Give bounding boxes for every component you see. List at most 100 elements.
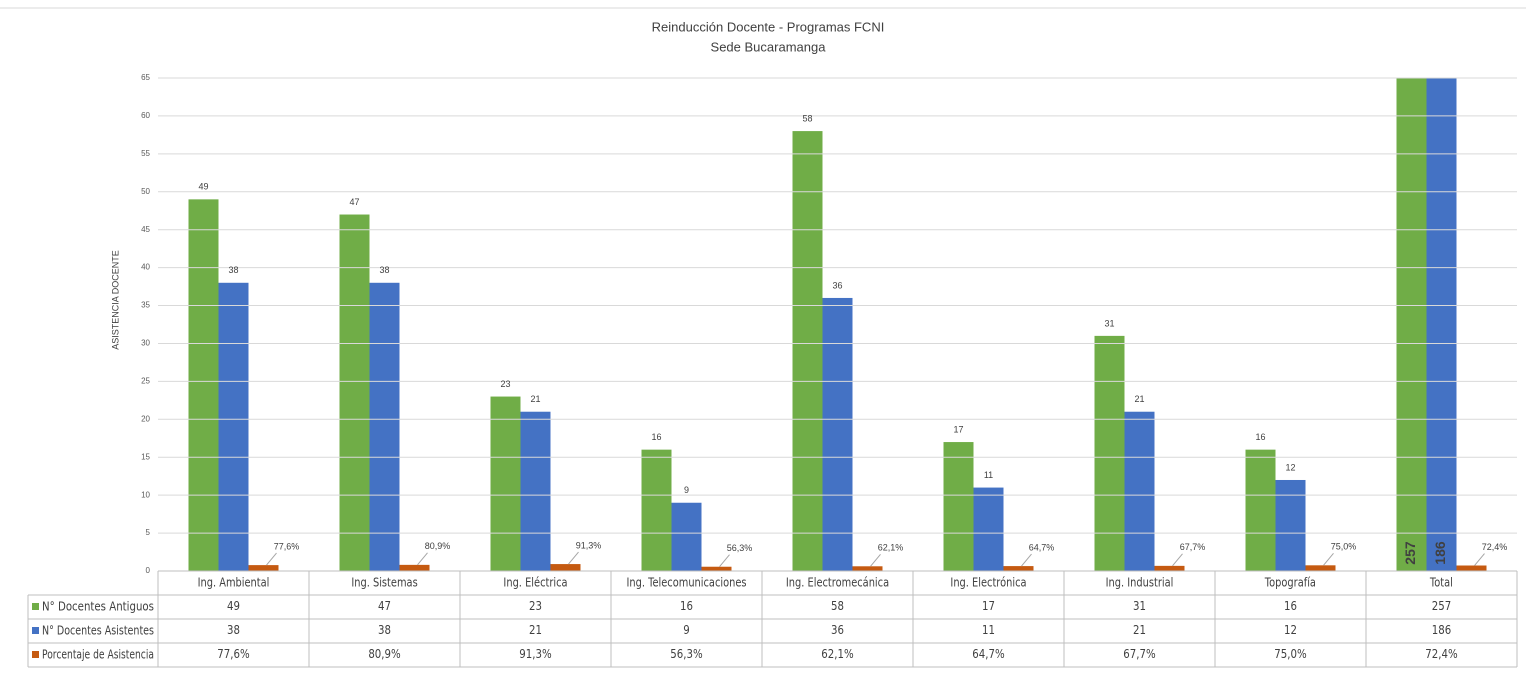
table-cell: 11	[982, 623, 995, 637]
bar	[1245, 449, 1276, 571]
leader-line	[1323, 552, 1334, 566]
y-axis-label: ASISTENCIA DOCENTE	[110, 250, 120, 350]
table-cell: 36	[831, 623, 844, 637]
y-tick-label: 0	[146, 566, 151, 575]
data-label: 80,9%	[425, 541, 451, 551]
data-label: 31	[1104, 318, 1114, 328]
legend-key	[32, 603, 39, 610]
data-label: 17	[953, 424, 963, 434]
leader-line	[568, 551, 579, 565]
leader-line	[266, 552, 277, 566]
y-tick-label: 60	[141, 111, 150, 120]
data-label: 62,1%	[878, 543, 904, 553]
bar	[1154, 565, 1185, 571]
table-cell: 23	[529, 599, 542, 613]
data-label: 38	[379, 265, 389, 275]
data-label: 21	[1134, 394, 1144, 404]
bar	[1456, 565, 1487, 571]
data-label: 56,3%	[727, 543, 753, 553]
table-cell: 72,4%	[1425, 647, 1457, 661]
x-tick-label: Ing. Telecomunicaciones	[627, 575, 747, 589]
data-label: 257	[1402, 541, 1418, 565]
data-label: 12	[1285, 462, 1295, 472]
x-tick-label: Ing. Industrial	[1106, 575, 1174, 589]
bar	[1275, 479, 1306, 571]
bar	[701, 566, 732, 571]
x-tick-label: Ing. Sistemas	[351, 575, 418, 589]
data-label: 64,7%	[1029, 542, 1055, 552]
bar	[369, 282, 400, 571]
data-label: 11	[984, 470, 993, 480]
data-label: 36	[832, 280, 842, 290]
bar	[1426, 78, 1457, 571]
table-cell: 77,6%	[217, 647, 249, 661]
y-tick-label: 5	[146, 528, 151, 537]
table-cell: 16	[680, 599, 693, 613]
x-tick-label: Ing. Eléctrica	[503, 575, 567, 589]
bar	[550, 564, 581, 571]
data-label: 72,4%	[1482, 542, 1508, 552]
x-tick-label: Ing. Ambiental	[198, 575, 270, 589]
legend-label: Porcentaje de Asistencia	[42, 648, 154, 662]
data-label: 49	[198, 182, 208, 192]
y-tick-label: 40	[141, 263, 150, 272]
x-tick-label: Topografía	[1264, 575, 1316, 589]
bar	[973, 487, 1004, 571]
data-label: 16	[651, 432, 661, 442]
bar	[1396, 78, 1427, 571]
data-label: 186	[1432, 541, 1448, 565]
y-tick-label: 25	[141, 376, 150, 385]
legend-label: N° Docentes Asistentes	[42, 624, 154, 638]
x-tick-label: Ing. Electromecánica	[786, 575, 889, 589]
legend-key	[32, 651, 39, 658]
leader-line	[1172, 553, 1183, 567]
bar	[490, 396, 521, 571]
table-cell: 21	[1133, 623, 1146, 637]
y-tick-label: 20	[141, 414, 150, 423]
table-cell: 31	[1133, 599, 1146, 613]
table-cell: 186	[1432, 623, 1451, 637]
bar	[1094, 335, 1125, 571]
data-label: 21	[530, 394, 540, 404]
data-label: 58	[802, 113, 812, 123]
table-cell: 49	[227, 599, 240, 613]
table-cell: 75,0%	[1274, 647, 1306, 661]
bar	[822, 297, 853, 571]
bar	[641, 449, 672, 571]
table-cell: 91,3%	[519, 647, 551, 661]
legend-label: N° Docentes Antiguos	[42, 600, 154, 614]
chart-title: Reinducción Docente - Programas FCNI	[652, 19, 885, 34]
data-label: 9	[684, 485, 689, 495]
table-cell: 17	[982, 599, 995, 613]
y-tick-label: 50	[141, 187, 150, 196]
table-cell: 9	[683, 623, 689, 637]
bar	[218, 282, 249, 571]
table-cell: 58	[831, 599, 844, 613]
table-cell: 62,1%	[821, 647, 853, 661]
bar	[792, 131, 823, 572]
table-cell: 16	[1284, 599, 1297, 613]
table-cell: 56,3%	[670, 647, 702, 661]
table-cell: 21	[529, 623, 542, 637]
x-tick-label: Ing. Electrónica	[950, 575, 1026, 589]
plot-area	[188, 78, 1487, 572]
leader-line	[1474, 553, 1485, 566]
chart-subtitle: Sede Bucaramanga	[711, 39, 827, 54]
bar	[852, 566, 883, 571]
bar	[520, 411, 551, 571]
data-label: 23	[500, 379, 510, 389]
bar	[399, 564, 430, 571]
data-label: 67,7%	[1180, 542, 1206, 552]
legend-key	[32, 627, 39, 634]
table-cell: 38	[378, 623, 391, 637]
data-label: 91,3%	[576, 540, 602, 550]
table-cell: 64,7%	[972, 647, 1004, 661]
data-label: 38	[228, 265, 238, 275]
y-tick-label: 10	[141, 490, 150, 499]
data-label: 77,6%	[274, 541, 300, 551]
table-cell: 67,7%	[1123, 647, 1155, 661]
bar	[1305, 565, 1336, 571]
bar	[339, 214, 370, 571]
bar	[671, 502, 702, 571]
